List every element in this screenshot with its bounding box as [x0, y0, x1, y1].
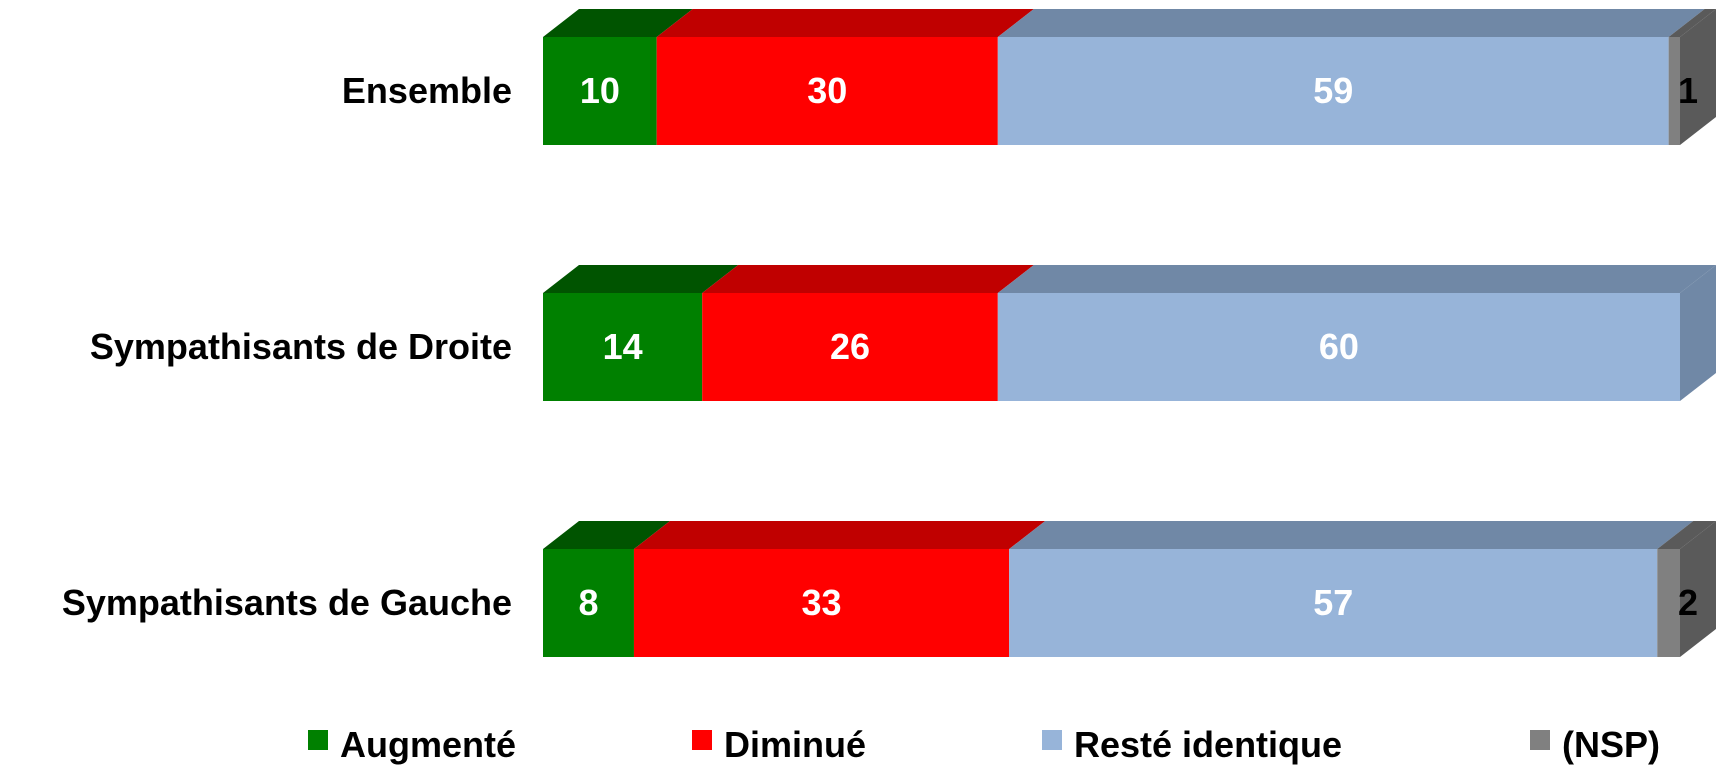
legend-label: Diminué [724, 724, 866, 765]
legend-swatch [1530, 730, 1550, 750]
legend-item-augmente: Augmenté [308, 724, 516, 765]
category-labels: Ensemble Sympathisants de Droite Sympathis… [62, 70, 512, 623]
category-label: Ensemble [342, 70, 512, 111]
bar-segment-diminue [702, 293, 998, 401]
bar-segment-nsp-top [1657, 521, 1716, 549]
bar-segment-diminue [656, 37, 998, 145]
data-label: 59 [1313, 70, 1353, 111]
bar-segment-nsp [1668, 37, 1680, 145]
bar-segment-augmente-top [543, 9, 693, 37]
legend-swatch [1042, 730, 1062, 750]
legend-label: (NSP) [1562, 724, 1660, 765]
category-label: Sympathisants de Gauche [62, 582, 512, 623]
bar-segment-diminue-top [656, 9, 1034, 37]
data-label: 60 [1319, 326, 1359, 367]
bar-segment-reste-identique [997, 37, 1669, 145]
bar-segment-reste-identique-top [997, 9, 1705, 37]
bar-row-ensemble: 10 30 59 1 [543, 9, 1716, 145]
legend-item-reste-identique: Resté identique [1042, 724, 1342, 765]
bar-segment-diminue-top [702, 265, 1034, 293]
bar-segment-nsp-top [1668, 9, 1716, 37]
data-label: 1 [1678, 70, 1698, 111]
legend: Augmenté Diminué Resté identique (NSP) [308, 724, 1660, 765]
bar-row-sympathisants-de-gauche: 8 33 57 2 [543, 521, 1716, 657]
legend-item-diminue: Diminué [692, 724, 866, 765]
bar-segment-diminue [633, 549, 1010, 657]
data-label: 8 [578, 582, 598, 623]
data-label: 30 [807, 70, 847, 111]
bar-segment-reste-identique [1009, 549, 1658, 657]
bar-segment-diminue-top [633, 521, 1046, 549]
bar-segment-reste-identique-side [1680, 265, 1716, 401]
bar-segment-reste-identique-top [997, 265, 1716, 293]
bar-row-sympathisants-de-droite: 14 26 60 [543, 265, 1716, 401]
bar-segment-reste-identique [997, 293, 1680, 401]
data-label: 57 [1313, 582, 1353, 623]
bar-segment-augmente [543, 37, 657, 145]
data-label: 26 [830, 326, 870, 367]
bar-segment-nsp-side [1680, 521, 1716, 657]
bar-segment-nsp [1657, 549, 1680, 657]
data-label: 33 [802, 582, 842, 623]
legend-item-nsp: (NSP) [1530, 724, 1660, 765]
category-label: Sympathisants de Droite [90, 326, 512, 367]
data-label: 14 [603, 326, 643, 367]
legend-swatch [308, 730, 328, 750]
bar-segment-augmente [543, 293, 703, 401]
data-label: 10 [580, 70, 620, 111]
bar-segment-augmente-top [543, 265, 739, 293]
bar-segment-augmente [543, 549, 634, 657]
legend-label: Resté identique [1074, 724, 1342, 765]
legend-label: Augmenté [340, 724, 516, 765]
bar-segment-reste-identique-top [1009, 521, 1694, 549]
legend-swatch [692, 730, 712, 750]
bar-segment-augmente-top [543, 521, 670, 549]
data-label: 2 [1678, 582, 1698, 623]
bar-segment-nsp-side [1680, 9, 1716, 145]
bars-layer: 10 30 59 1 14 26 60 8 33 57 2 [543, 9, 1716, 657]
